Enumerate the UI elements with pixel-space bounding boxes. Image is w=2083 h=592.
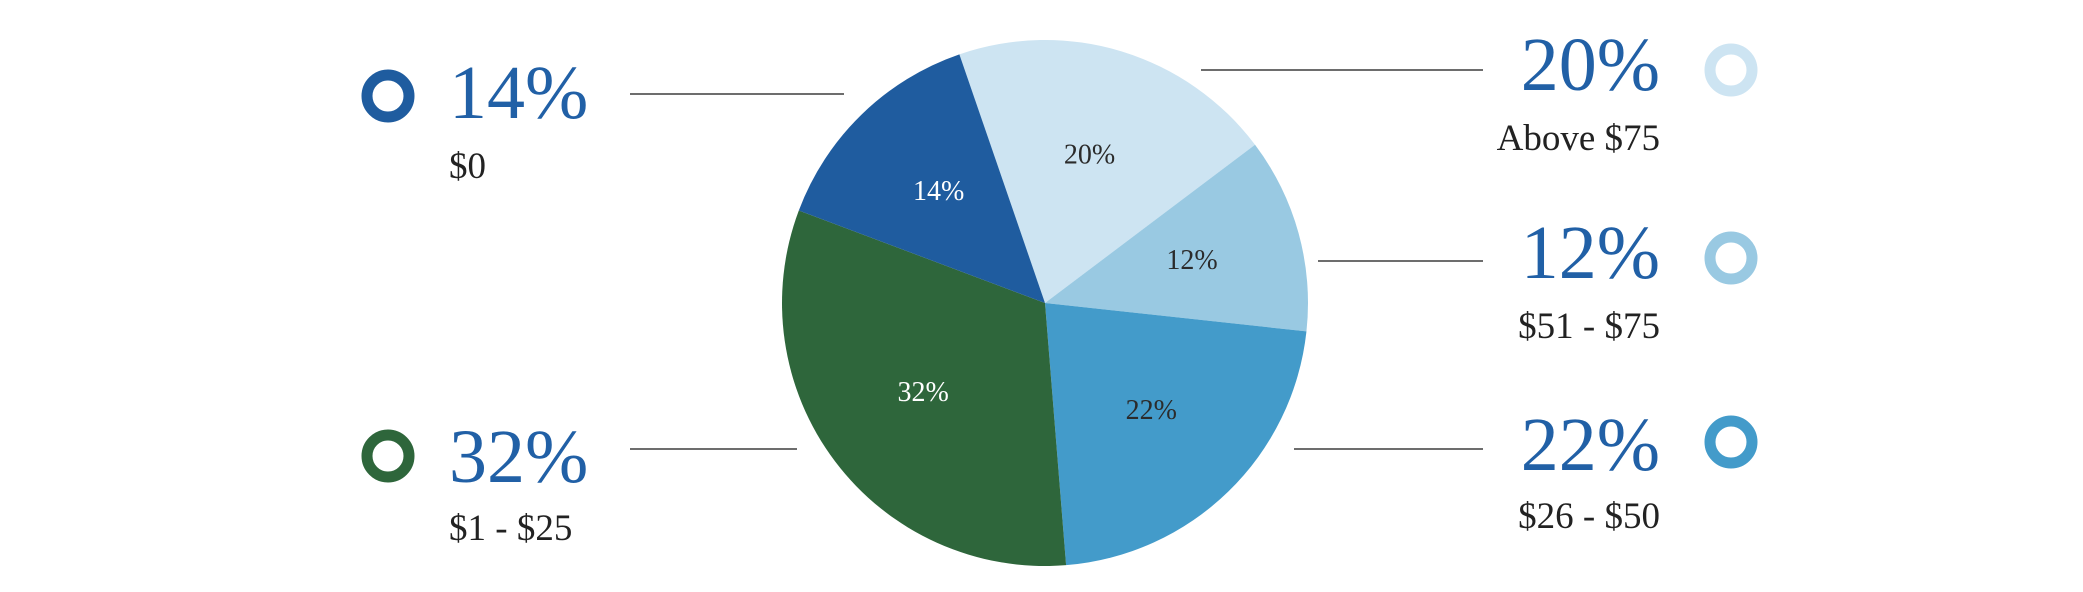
callout-category-26-50: $26 - $50 xyxy=(1518,496,1660,537)
pie-slice-labels: 20% 12% 22% 32% 14% xyxy=(898,140,1218,426)
callouts: 20% Above $75 12% $51 - $75 22% $26 - $50 32% $… xyxy=(361,23,1758,549)
legend-marker-26-50 xyxy=(1704,415,1758,469)
callout-percent-51-75: 12% xyxy=(1521,211,1660,295)
pie-slice-above-75 xyxy=(959,40,1256,304)
callout-percent-26-50: 22% xyxy=(1521,403,1660,487)
pie-slices xyxy=(782,40,1308,566)
callout-percent-1-25: 32% xyxy=(449,415,588,499)
pie-slice-51-75 xyxy=(1045,144,1308,332)
pie-slice-0 xyxy=(798,54,1045,303)
slice-label-51-75: 12% xyxy=(1166,245,1217,276)
slice-label-0: 14% xyxy=(913,176,964,207)
callout-category-0: $0 xyxy=(449,146,486,187)
callout-percent-above-75: 20% xyxy=(1521,23,1660,107)
callout-category-1-25: $1 - $25 xyxy=(449,508,572,549)
slice-label-above-75: 20% xyxy=(1064,140,1115,171)
legend-marker-0 xyxy=(361,69,415,123)
callout-category-above-75: Above $75 xyxy=(1497,118,1660,159)
slice-label-26-50: 22% xyxy=(1126,395,1177,426)
callout-category-51-75: $51 - $75 xyxy=(1518,306,1660,347)
legend-marker-above-75 xyxy=(1704,43,1758,97)
slice-label-1-25: 32% xyxy=(898,377,949,408)
pie-slice-1-25 xyxy=(782,210,1067,566)
legend-marker-51-75 xyxy=(1704,231,1758,285)
callout-percent-0: 14% xyxy=(449,51,588,135)
legend-marker-1-25 xyxy=(361,429,415,483)
pie-slice-26-50 xyxy=(1045,303,1307,566)
